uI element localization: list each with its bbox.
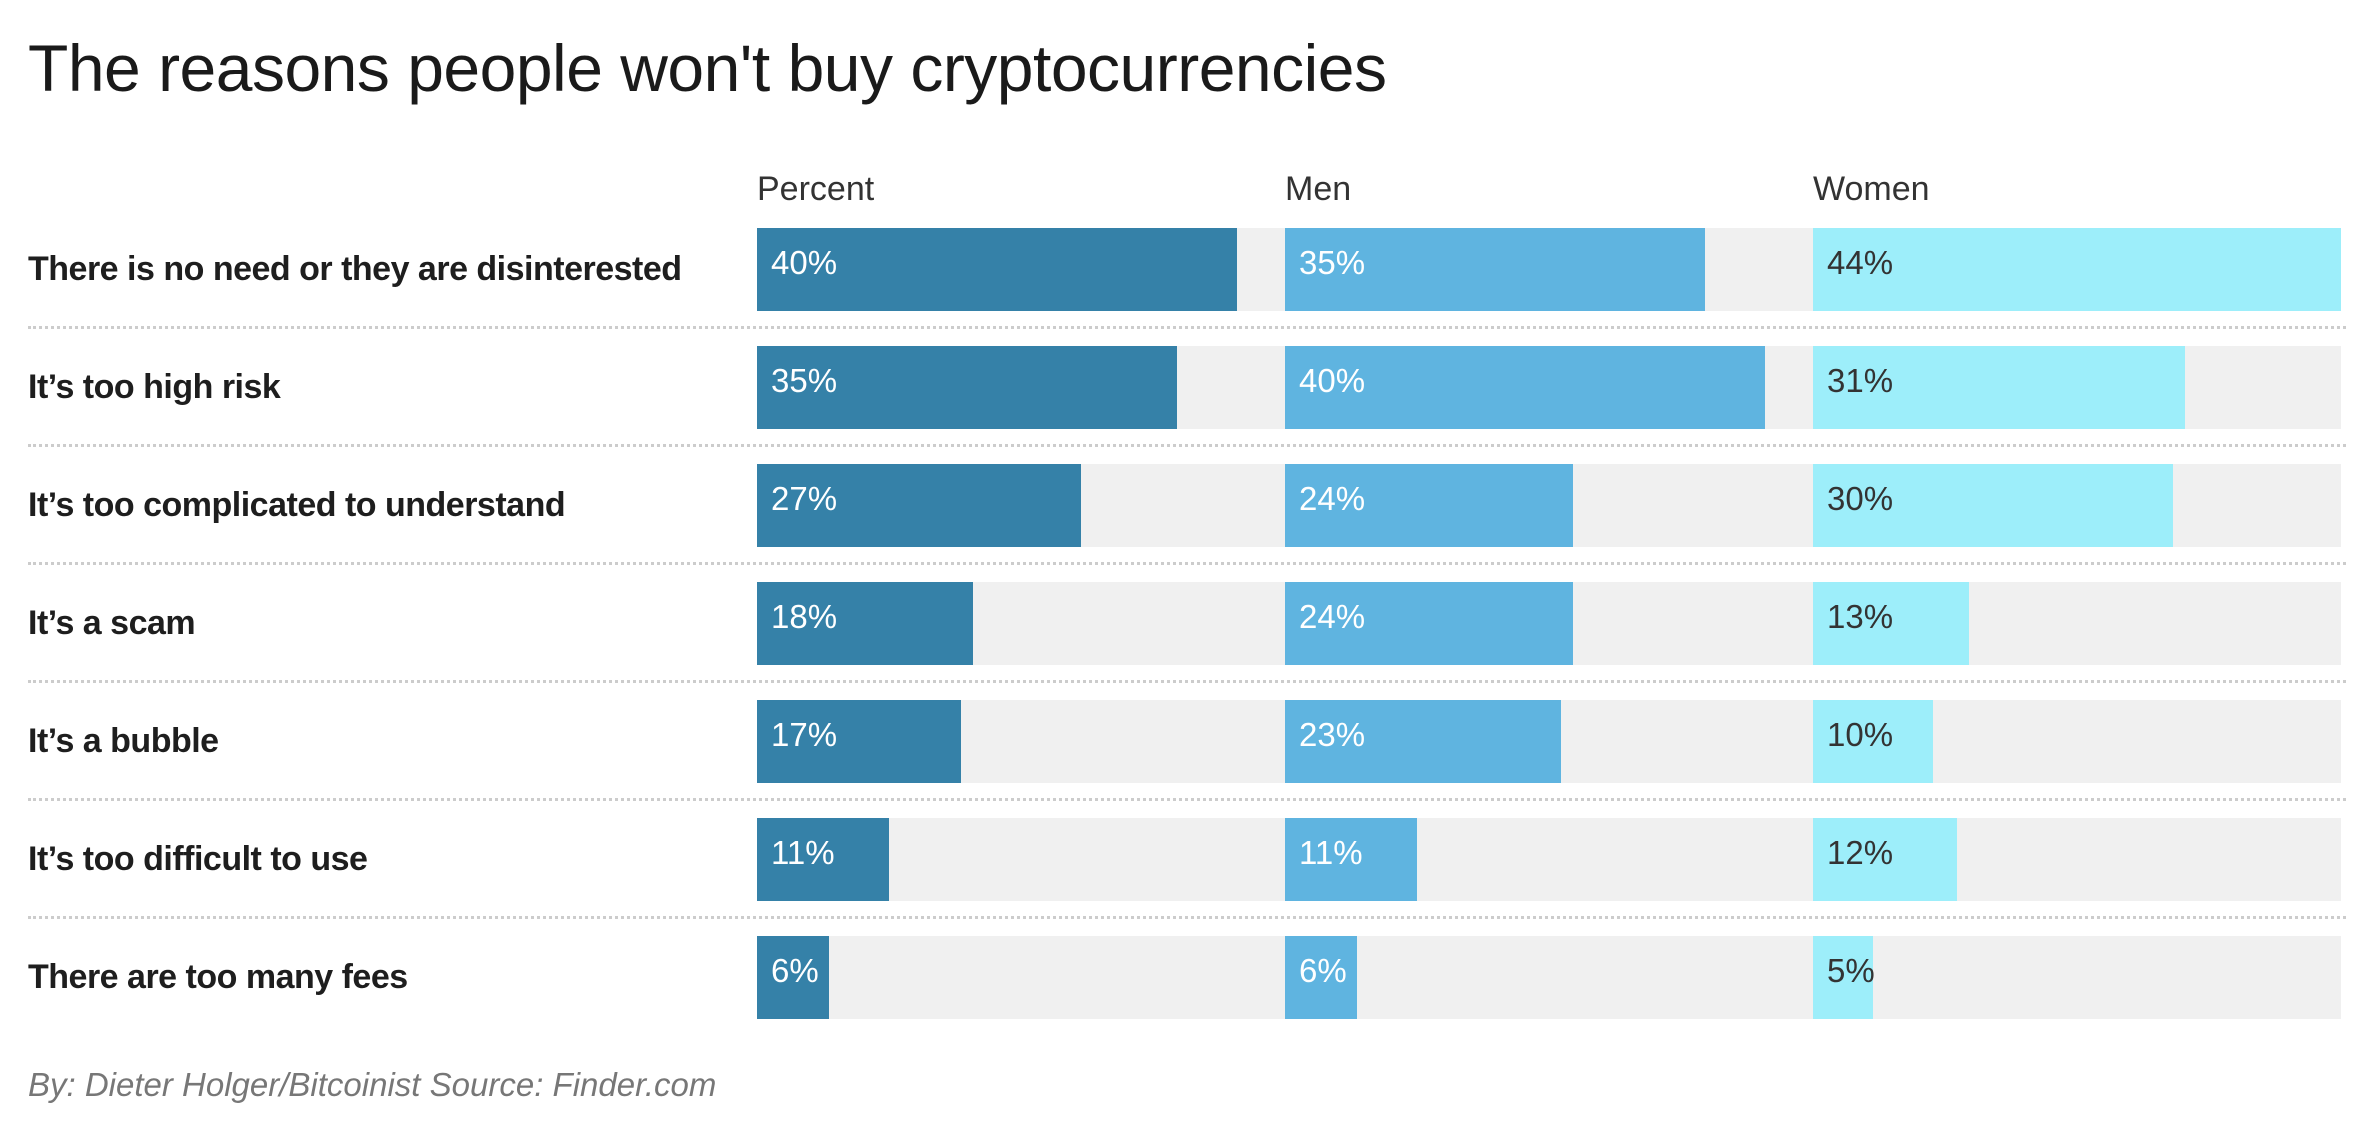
- data-label-men: 24%: [1299, 598, 1366, 635]
- bar-women: [1813, 936, 1873, 1019]
- bar-men: [1285, 346, 1765, 429]
- bar-men: [1285, 228, 1705, 311]
- bar-women: [1813, 228, 2341, 311]
- bar-men: [1285, 582, 1573, 665]
- data-label-percent: 11%: [771, 834, 835, 871]
- data-label-women: 31%: [1827, 362, 1894, 399]
- data-label-women: 5%: [1827, 952, 1875, 989]
- data-label-percent: 35%: [771, 362, 838, 399]
- bar-percent: [757, 346, 1177, 429]
- data-label-percent: 40%: [771, 244, 838, 281]
- data-label-percent: 27%: [771, 480, 838, 517]
- bar-men: [1285, 936, 1357, 1019]
- bar-percent: [757, 818, 889, 901]
- column-header-percent: Percent: [757, 170, 875, 208]
- bar-women: [1813, 464, 2173, 547]
- data-label-men: 23%: [1299, 716, 1366, 753]
- category-label: There is no need or they are disinterest…: [28, 250, 682, 288]
- bar-track: [1285, 936, 1813, 1019]
- bar-men: [1285, 818, 1417, 901]
- row-separator: [28, 326, 2346, 329]
- bar-women: [1813, 818, 1957, 901]
- data-label-women: 13%: [1827, 598, 1894, 635]
- data-label-men: 6%: [1299, 952, 1347, 989]
- bar-women: [1813, 346, 2185, 429]
- category-label: It’s a scam: [28, 604, 196, 642]
- column-header-women: Women: [1813, 170, 1930, 208]
- data-label-women: 10%: [1827, 716, 1894, 753]
- data-label-percent: 17%: [771, 716, 838, 753]
- category-label: It’s too high risk: [28, 368, 281, 406]
- bar-track: [1813, 936, 2341, 1019]
- bar-percent: [757, 464, 1081, 547]
- data-label-men: 35%: [1299, 244, 1366, 281]
- row-separator: [28, 680, 2346, 683]
- data-label-men: 40%: [1299, 362, 1366, 399]
- data-label-men: 11%: [1299, 834, 1363, 871]
- category-label: It’s a bubble: [28, 722, 219, 760]
- data-label-women: 44%: [1827, 244, 1894, 281]
- bar-men: [1285, 700, 1561, 783]
- category-label: There are too many fees: [28, 958, 408, 996]
- bar-percent: [757, 228, 1237, 311]
- bar-women: [1813, 582, 1969, 665]
- bar-men: [1285, 464, 1573, 547]
- data-label-women: 12%: [1827, 834, 1894, 871]
- data-label-percent: 6%: [771, 952, 819, 989]
- row-separator: [28, 444, 2346, 447]
- row-separator: [28, 798, 2346, 801]
- chart-title: The reasons people won't buy cryptocurre…: [28, 31, 1387, 105]
- bar-percent: [757, 700, 961, 783]
- category-label: It’s too difficult to use: [28, 840, 368, 878]
- row-separator: [28, 916, 2346, 919]
- data-label-women: 30%: [1827, 480, 1894, 517]
- data-label-men: 24%: [1299, 480, 1366, 517]
- bar-percent: [757, 936, 829, 1019]
- bar-track: [757, 936, 1285, 1019]
- bar-percent: [757, 582, 973, 665]
- row-separator: [28, 562, 2346, 565]
- chart-footer: By: Dieter Holger/Bitcoinist Source: Fin…: [28, 1066, 717, 1103]
- column-header-men: Men: [1285, 170, 1352, 208]
- category-label: It’s too complicated to understand: [28, 486, 566, 524]
- bar-women: [1813, 700, 1933, 783]
- data-label-percent: 18%: [771, 598, 838, 635]
